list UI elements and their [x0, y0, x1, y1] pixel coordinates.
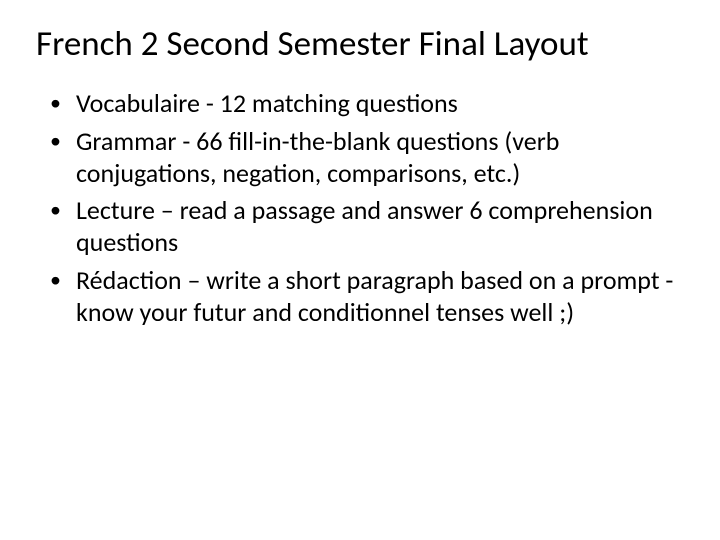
list-item: Grammar - 66 fill-in-the-blank questions… [50, 126, 684, 189]
list-item: Lecture – read a passage and answer 6 co… [50, 195, 684, 258]
list-item: Rédaction – write a short paragraph base… [50, 265, 684, 328]
list-item: Vocabulaire - 12 matching questions [50, 88, 684, 120]
slide: French 2 Second Semester Final Layout Vo… [0, 0, 720, 540]
bullet-list: Vocabulaire - 12 matching questions Gram… [50, 88, 684, 328]
slide-body: Vocabulaire - 12 matching questions Gram… [36, 88, 684, 334]
slide-title: French 2 Second Semester Final Layout [36, 24, 684, 64]
